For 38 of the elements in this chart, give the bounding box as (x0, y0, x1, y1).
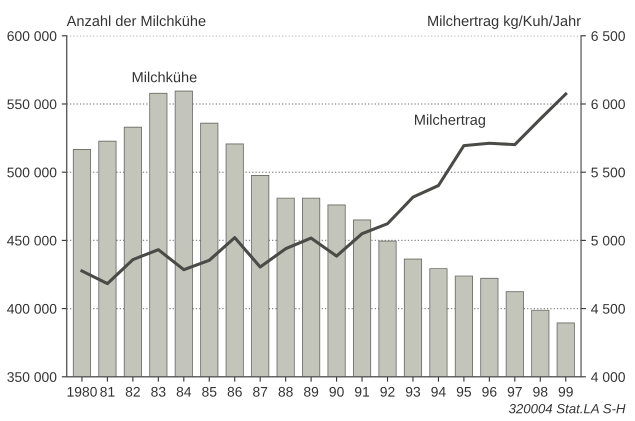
y-axis-title: Anzahl der Milchkühe (66, 15, 206, 26)
y-tick-label: 550 000 (7, 99, 56, 110)
x-tick-label: 83 (151, 386, 166, 397)
line-series (80, 92, 568, 286)
x-tick-label: 91 (354, 386, 370, 397)
x-tick-label: 84 (176, 386, 192, 397)
y2-tick-label: 6 000 (591, 99, 625, 110)
x-tick-label: 88 (278, 386, 293, 397)
x-tick-label: 92 (380, 386, 395, 397)
x-tick-label: 96 (482, 386, 496, 397)
y2-tick-label: 6 500 (591, 31, 625, 41)
x-tick-label: 90 (330, 386, 344, 397)
y2-axis-title: Milchertrag kg/Kuh/Jahr (428, 15, 581, 29)
x-tick-label: 93 (406, 386, 420, 397)
y-tick-label: 400 000 (7, 304, 56, 314)
y-tick-label: 600 000 (7, 31, 56, 41)
x-tick-label: 97 (508, 386, 522, 397)
text: 320004 Stat.LA S-H (508, 404, 626, 414)
x-tick-label: 82 (126, 386, 140, 397)
y2-tick-label: 5 000 (591, 236, 625, 246)
x-tick-label: 86 (228, 386, 242, 397)
y2-tick-label: 4 000 (591, 372, 625, 382)
y-tick-label: 450 000 (7, 236, 56, 246)
x-tick-label: 89 (304, 386, 318, 397)
y2-tick-label: 4 500 (591, 304, 625, 314)
x-tick-label: 99 (558, 386, 573, 397)
x-tick-label: 94 (431, 386, 446, 397)
x-tick-label: 98 (533, 386, 548, 397)
x-tick-label: 95 (456, 386, 472, 397)
x-tick-label: 1980 (68, 386, 97, 397)
annotation: Milchkühe (132, 72, 197, 82)
y2-tick-label: 5 500 (591, 168, 625, 178)
y-tick-label: 350 000 (7, 372, 56, 382)
x-tick-label: 85 (202, 386, 216, 397)
y-tick-label: 500 000 (7, 168, 56, 178)
x-tick-label: 81 (100, 386, 114, 397)
annotation: Milchertrag (415, 114, 485, 128)
x-tick-label: 87 (253, 386, 268, 397)
